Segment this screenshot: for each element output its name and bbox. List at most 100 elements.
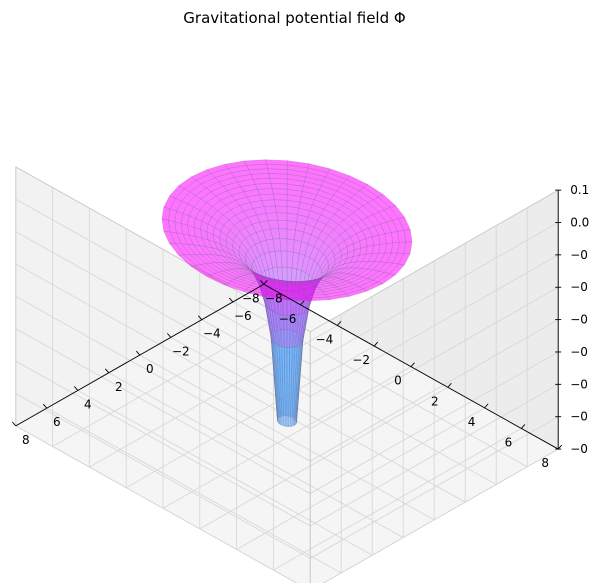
surface-face-6-22: [277, 219, 288, 230]
z-tick-label-4: −0.3: [570, 313, 589, 327]
y-tick-4: [135, 350, 141, 356]
x-tick-8: [557, 444, 563, 450]
floor-grid-y-6: [77, 390, 373, 556]
surface-face-15-14: [174, 210, 184, 224]
x-tick-label-2: −4: [316, 332, 334, 346]
surface-face-5-23: [286, 228, 296, 241]
surface-face-17-20: [224, 160, 247, 169]
y-tick-2: [197, 315, 203, 320]
wall-grid-z-8: [15, 425, 559, 587]
floor-grid-y-5: [108, 372, 404, 538]
surface-face-12-16: [199, 202, 213, 214]
y-tick-8: [11, 421, 17, 427]
surface-face-17-15: [163, 195, 176, 210]
surface-face-5-20: [262, 228, 274, 241]
surface-face-14-16: [187, 195, 202, 208]
surface-face-13-17: [200, 191, 217, 203]
surface-face-7-22: [276, 212, 288, 221]
x-tick-label-0: −8: [242, 291, 260, 305]
floor-grid-y-2: [201, 319, 497, 485]
surface-face-8-17: [228, 214, 241, 226]
y-tick-label-5: 2: [115, 380, 123, 394]
surface-face-4-14: [245, 253, 253, 269]
y-tick-label-6: 4: [84, 397, 92, 411]
x-tick-label-6: 4: [468, 415, 476, 429]
surface-face-14-19: [218, 177, 238, 187]
x-tick-label-5: 2: [431, 394, 439, 408]
surface-face-13-14: [187, 215, 196, 228]
pane-floor: [15, 284, 559, 587]
y-tick-label-8: 8: [22, 433, 30, 447]
surface-face-4-21: [272, 238, 282, 252]
x-tick-6: [484, 403, 489, 409]
surface-face-13-13: [187, 224, 196, 237]
surface-face-7-19: [247, 214, 261, 225]
y-tick-3: [166, 333, 172, 338]
surface-face-6-18: [244, 224, 257, 236]
x-tick-label-3: −2: [352, 353, 370, 367]
surface-face-17-11: [168, 243, 185, 256]
y-tick-label-0: −8: [265, 291, 283, 305]
y-tick-1: [228, 297, 234, 303]
x-tick-label-8: 8: [541, 456, 549, 470]
z-tick-label-7: −0.6: [570, 410, 589, 424]
z-tick-label-1: 0.0: [570, 215, 589, 229]
floor-grid-y-3: [170, 336, 466, 503]
z-tick-label-6: −0.5: [570, 377, 589, 391]
surface-face-9-16: [217, 214, 230, 226]
surface-face-9-22: [274, 199, 288, 207]
surface-face-4-18: [254, 241, 265, 257]
z-tick-label-3: −0.2: [570, 280, 589, 294]
surface-face-6-19: [251, 221, 264, 233]
surface-face-12-13: [193, 226, 202, 239]
z-tick-label-2: −0.1: [570, 248, 589, 262]
x-tick-3: [373, 341, 379, 347]
x-tick-0: [263, 279, 268, 285]
chart-title: Gravitational potential field Φ: [183, 9, 406, 27]
x-tick-1: [300, 300, 305, 306]
y-tick-label-1: −6: [234, 309, 252, 323]
z-tick-label-0: 0.1: [570, 183, 589, 197]
surface-face-8-15: [220, 224, 231, 237]
surface-face-6-23: [286, 220, 297, 231]
y-tick-label-3: −2: [172, 344, 190, 358]
surface-face-3-17: [256, 255, 266, 274]
surface-face-5-22: [278, 228, 288, 240]
surface-face-15-20: [230, 169, 252, 178]
floor-grid-y-4: [139, 354, 435, 521]
surface-face-11-22: [271, 188, 288, 195]
surface-face-17-19: [206, 163, 229, 174]
x-tick-label-7: 6: [505, 435, 513, 449]
y-tick-7: [42, 403, 48, 409]
surface-face-17-13: [161, 218, 171, 233]
y-axis-line: [15, 283, 265, 427]
y-tick-label-2: −4: [203, 327, 221, 341]
x-tick-label-1: −6: [279, 312, 297, 326]
x-tick-label-4: 0: [394, 374, 402, 388]
surface-face-14-15: [182, 203, 194, 217]
surface-face-12-22: [270, 183, 288, 190]
floor-grid-y-7: [46, 407, 342, 574]
x-tick-5: [447, 382, 452, 388]
x-tick-7: [521, 424, 526, 429]
surface-face-14-21: [250, 173, 271, 180]
surface-face-8-22: [275, 205, 288, 214]
z-tick-label-5: −0.4: [570, 345, 589, 359]
surface-face-17-9: [190, 265, 212, 277]
y-tick-5: [104, 368, 110, 374]
surface-face-8-13: [219, 237, 228, 248]
z-tick-label-8: −0.7: [570, 442, 589, 456]
y-tick-6: [73, 386, 79, 391]
surface-face-5-18: [249, 232, 261, 245]
surface-face-8-21: [263, 205, 277, 214]
y-tick-label-4: 0: [146, 362, 154, 376]
y-tick-0: [259, 279, 265, 285]
x-tick-4: [410, 362, 415, 367]
surface-face-17-6: [243, 289, 267, 298]
y-tick-label-7: 6: [53, 415, 61, 429]
surface-face-9-20: [249, 200, 265, 209]
x-tick-2: [337, 321, 342, 326]
surface-face-15-16: [181, 191, 196, 205]
